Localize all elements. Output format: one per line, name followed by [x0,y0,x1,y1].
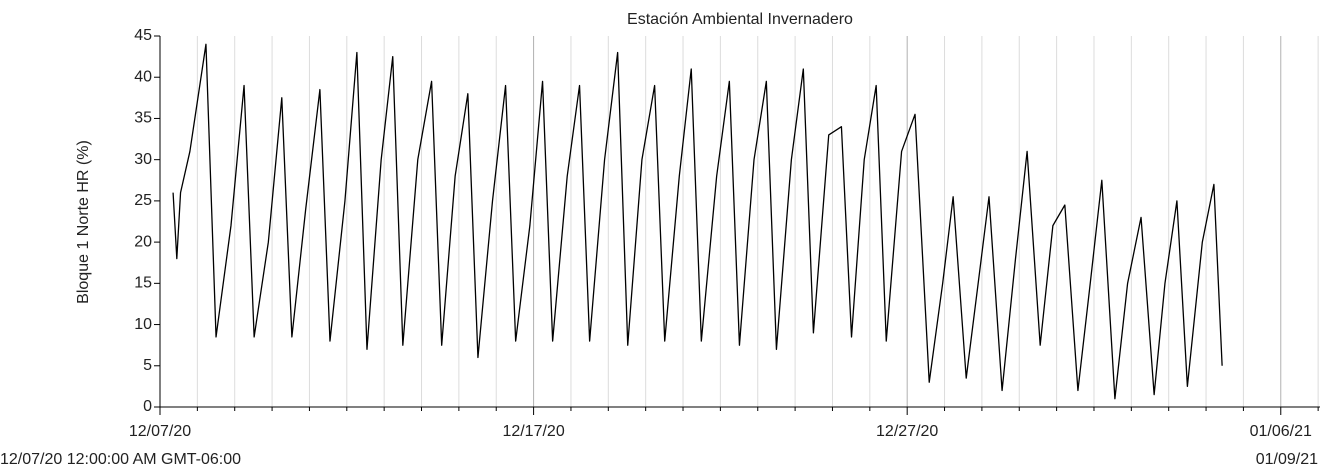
chart-title: Estación Ambiental Invernadero [627,11,853,28]
y-tick-label: 0 [143,398,152,415]
x-tick-label: 12/17/20 [502,423,564,440]
y-tick-label: 40 [134,68,152,85]
y-tick-label: 20 [134,233,152,250]
y-tick-label: 45 [134,27,152,44]
x-tick-label: 12/27/20 [876,423,938,440]
end-label: 01/09/21 [1256,451,1318,468]
y-axis-label: Bloque 1 Norte HR (%) [75,140,92,304]
y-tick-label: 10 [134,316,152,333]
x-tick-label: 12/07/20 [129,423,191,440]
x-tick-label: 01/06/21 [1250,423,1312,440]
y-tick-label: 35 [134,110,152,127]
y-tick-label: 25 [134,192,152,209]
y-tick-label: 30 [134,151,152,168]
y-tick-label: 5 [143,357,152,374]
data-line [172,43,1223,400]
start-label: 12/07/20 12:00:00 AM GMT-06:00 [0,451,241,468]
y-tick-label: 15 [134,275,152,292]
